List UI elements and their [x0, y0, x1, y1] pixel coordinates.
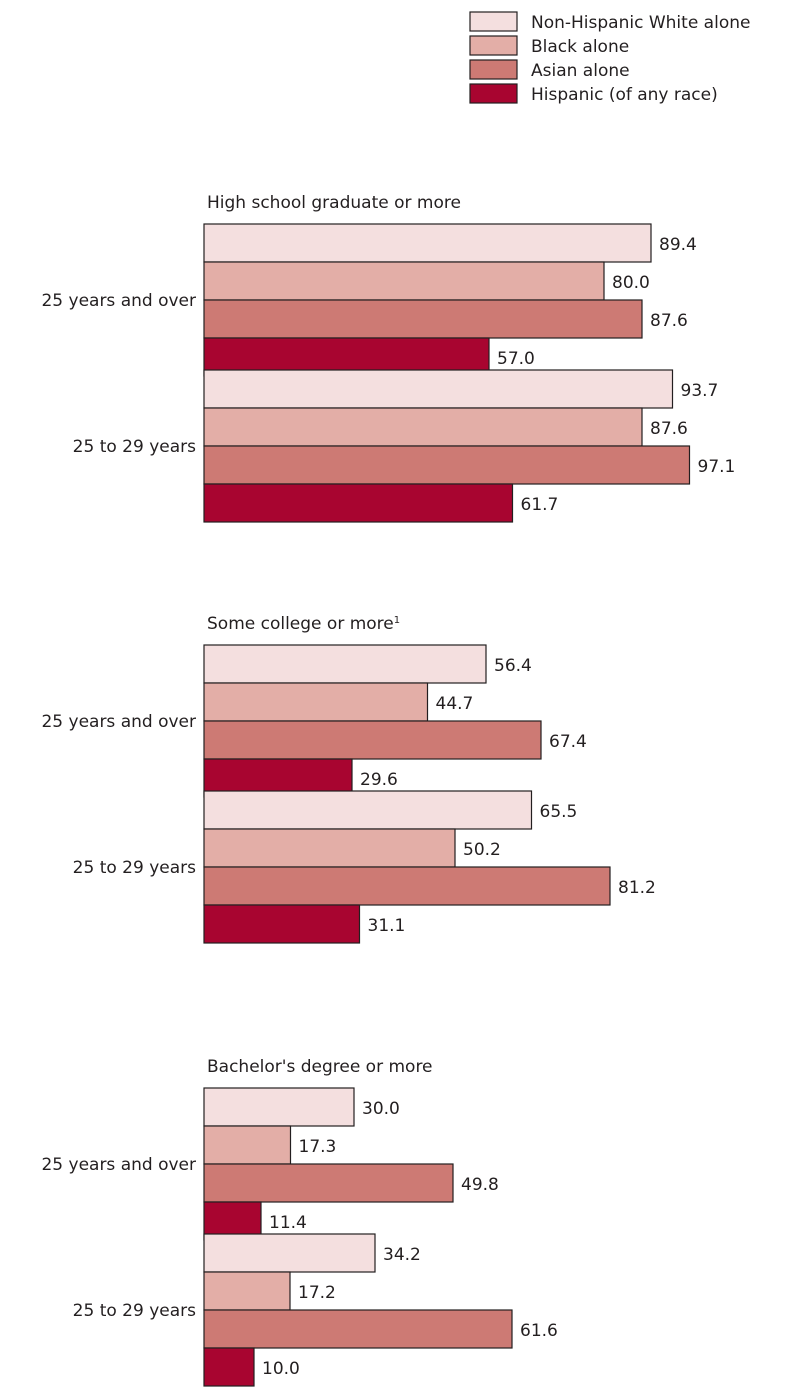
- data-label: 17.3: [299, 1137, 337, 1157]
- bar: [203, 682, 429, 722]
- bar: [203, 1309, 513, 1349]
- data-label: 93.7: [681, 381, 719, 401]
- data-label: 44.7: [436, 694, 474, 714]
- legend-swatch: [469, 83, 518, 104]
- data-label: 97.1: [698, 457, 736, 477]
- bar: [203, 223, 652, 263]
- data-label: 30.0: [362, 1099, 400, 1119]
- bar: [203, 828, 456, 868]
- panel: High school graduate or more 25 years and…: [41, 193, 736, 523]
- legend-item: Asian alone: [469, 59, 630, 81]
- data-label: 81.2: [618, 878, 656, 898]
- bar: [203, 299, 643, 339]
- bar-group: 25 years and over 89.4 80.087.6 57.0: [41, 223, 697, 377]
- data-label: 87.6: [650, 311, 688, 331]
- bar-group: 25 to 29 years 34.2 17.2 61.6 10.0: [73, 1233, 558, 1387]
- data-label: 50.2: [463, 840, 501, 860]
- legend-swatch: [469, 35, 518, 56]
- chart-panels: High school graduate or more 25 years and…: [41, 193, 736, 1387]
- bar-group: 25 years and over 56.4 44.7 67.4 29.6: [41, 644, 587, 798]
- bar: [203, 407, 643, 447]
- data-label: 89.4: [659, 235, 697, 255]
- data-label: 61.6: [520, 1321, 558, 1341]
- panel-title: High school graduate or more: [207, 193, 461, 213]
- legend-swatch: [469, 11, 518, 32]
- data-label: 34.2: [383, 1245, 421, 1265]
- group-label: 25 years and over: [41, 291, 196, 311]
- data-label: 87.6: [650, 419, 688, 439]
- legend-swatch: [469, 59, 518, 80]
- data-label: 56.4: [494, 656, 532, 676]
- legend: Non-Hispanic White alone Black alone Asian…: [469, 11, 750, 105]
- legend-item: Non-Hispanic White alone: [469, 11, 750, 33]
- legend-item: Hispanic (of any race): [469, 83, 718, 105]
- bar: [203, 261, 605, 301]
- footnote-marker: 1: [394, 615, 400, 626]
- bar-group: 25 to 29 years 93.7 87.6 97.1 61.7: [73, 369, 736, 523]
- bar: [203, 1271, 291, 1311]
- data-label: 57.0: [497, 349, 535, 369]
- legend-label: Black alone: [531, 37, 629, 57]
- bar: [203, 1163, 454, 1203]
- panel-title: Bachelor's degree or more: [207, 1057, 433, 1077]
- group-label: 25 to 29 years: [73, 858, 196, 878]
- data-label: 31.1: [368, 916, 406, 936]
- bar: [203, 369, 674, 409]
- bar: [203, 1087, 355, 1127]
- bar: [203, 483, 514, 523]
- bar: [203, 1125, 292, 1165]
- data-label: 61.7: [521, 495, 559, 515]
- bar-group: 25 years and over 30.0 17.3 49.8 11.4: [41, 1087, 499, 1241]
- bar: [203, 644, 487, 684]
- group-label: 25 years and over: [41, 1155, 196, 1175]
- legend-label: Asian alone: [531, 61, 630, 81]
- group-label: 25 to 29 years: [73, 1301, 196, 1321]
- bar: [203, 1233, 376, 1273]
- bar: [203, 1347, 255, 1387]
- group-label: 25 years and over: [41, 712, 196, 732]
- data-label: 67.4: [549, 732, 587, 752]
- bar: [203, 790, 533, 830]
- data-label: 10.0: [262, 1359, 300, 1379]
- bar: [203, 904, 361, 944]
- panel: Bachelor's degree or more 25 years and ov…: [41, 1057, 558, 1387]
- legend-label: Hispanic (of any race): [531, 85, 718, 105]
- data-label: 49.8: [461, 1175, 499, 1195]
- data-label: 80.0: [612, 273, 650, 293]
- bar: [203, 720, 542, 760]
- data-label: 11.4: [269, 1213, 307, 1233]
- data-label: 17.2: [298, 1283, 336, 1303]
- legend-item: Black alone: [469, 35, 629, 57]
- legend-label: Non-Hispanic White alone: [531, 13, 750, 33]
- bar-group: 25 to 29 years 65.5 50.2 81.2 31.1: [73, 790, 656, 944]
- bar: [203, 445, 691, 485]
- panel-title: Some college or more1: [207, 614, 400, 634]
- group-label: 25 to 29 years: [73, 437, 196, 457]
- bar: [203, 866, 611, 906]
- data-label: 65.5: [540, 802, 578, 822]
- data-label: 29.6: [360, 770, 398, 790]
- panel: Some college or more1 25 years and over 56…: [41, 614, 656, 944]
